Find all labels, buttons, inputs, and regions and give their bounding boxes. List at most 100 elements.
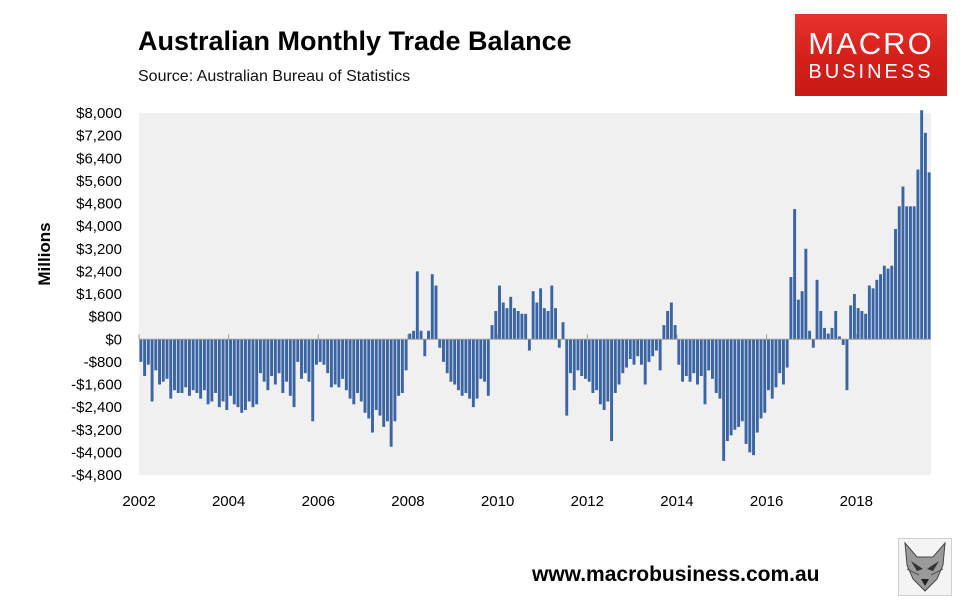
logo-line-macro: MACRO [808, 26, 934, 61]
bar [819, 310, 823, 340]
bar [509, 296, 513, 340]
y-tick-label: -$4,000 [71, 444, 122, 461]
bar [740, 339, 744, 422]
bar [333, 339, 337, 385]
bar [187, 339, 191, 396]
bar [262, 339, 266, 382]
bar [303, 339, 307, 374]
bar [173, 339, 176, 391]
bar [808, 330, 812, 340]
bar [602, 339, 606, 410]
y-axis-label: Millions [35, 222, 54, 285]
y-tick-label: $5,600 [76, 173, 122, 190]
bar [774, 339, 778, 388]
bar [598, 339, 602, 405]
bar [703, 339, 707, 405]
bar [651, 339, 655, 357]
bar [501, 302, 505, 340]
bar [640, 339, 643, 365]
bar [890, 265, 894, 340]
bar [430, 274, 434, 340]
plot-area [139, 113, 931, 475]
bar [867, 285, 871, 340]
bar [834, 310, 838, 340]
bar [554, 308, 557, 340]
bar [498, 285, 501, 340]
bar [423, 339, 427, 357]
bar [744, 339, 748, 444]
bar [520, 313, 524, 340]
bar [438, 339, 442, 348]
y-tick-label: -$2,400 [71, 399, 122, 416]
bar [714, 339, 718, 393]
y-tick-label: -$3,200 [71, 422, 122, 439]
bar [374, 339, 378, 410]
bar [281, 339, 285, 393]
bar [344, 339, 348, 391]
bar [307, 339, 311, 382]
bar [199, 339, 203, 399]
bar [845, 339, 849, 391]
bar [393, 339, 397, 422]
bar [535, 302, 539, 340]
bar [412, 330, 416, 340]
bar [277, 339, 281, 374]
bar [864, 313, 868, 340]
bar [460, 339, 464, 396]
bar [169, 339, 173, 399]
bar [841, 339, 845, 345]
bar [606, 339, 610, 402]
website-url[interactable]: www.macrobusiness.com.au [532, 563, 820, 586]
bar [916, 169, 920, 340]
bar [569, 339, 572, 374]
bar [781, 339, 785, 385]
bar [688, 339, 692, 382]
bar [576, 339, 580, 371]
bar [359, 339, 363, 402]
y-tick-label: $4,800 [76, 196, 122, 213]
x-tick-label: 2008 [391, 493, 424, 510]
bar [905, 206, 909, 340]
bar [143, 339, 147, 377]
bar [217, 339, 221, 408]
bar [617, 339, 621, 385]
bar [722, 339, 726, 461]
bar [789, 277, 793, 340]
bar [595, 339, 599, 391]
bar [479, 339, 483, 379]
bar [662, 325, 666, 340]
bar [195, 339, 199, 393]
bar [442, 339, 445, 362]
bar [326, 339, 330, 374]
macrobusiness-logo[interactable]: MACRO BUSINESS [795, 14, 947, 96]
bar [625, 339, 628, 368]
bar [871, 288, 875, 340]
y-tick-label: $0 [105, 331, 122, 348]
bar [154, 339, 158, 371]
bar [389, 339, 393, 447]
x-tick-label: 2018 [840, 493, 873, 510]
bar [909, 206, 912, 340]
bar [647, 339, 651, 362]
bar [180, 339, 184, 393]
bar [561, 322, 565, 340]
bar [232, 339, 236, 405]
bar [471, 339, 475, 408]
x-tick-label: 2002 [122, 493, 155, 510]
bar [572, 339, 576, 391]
bar [718, 339, 722, 399]
bar [251, 339, 255, 408]
bar [643, 339, 647, 385]
bar [894, 228, 897, 340]
bar [240, 339, 244, 413]
bar [419, 330, 423, 340]
bar [415, 271, 419, 340]
bar [531, 291, 535, 340]
bar [684, 339, 688, 377]
bar [804, 248, 808, 340]
bar [796, 299, 800, 340]
bar [139, 339, 143, 362]
bar [397, 339, 401, 396]
bar [636, 339, 640, 357]
